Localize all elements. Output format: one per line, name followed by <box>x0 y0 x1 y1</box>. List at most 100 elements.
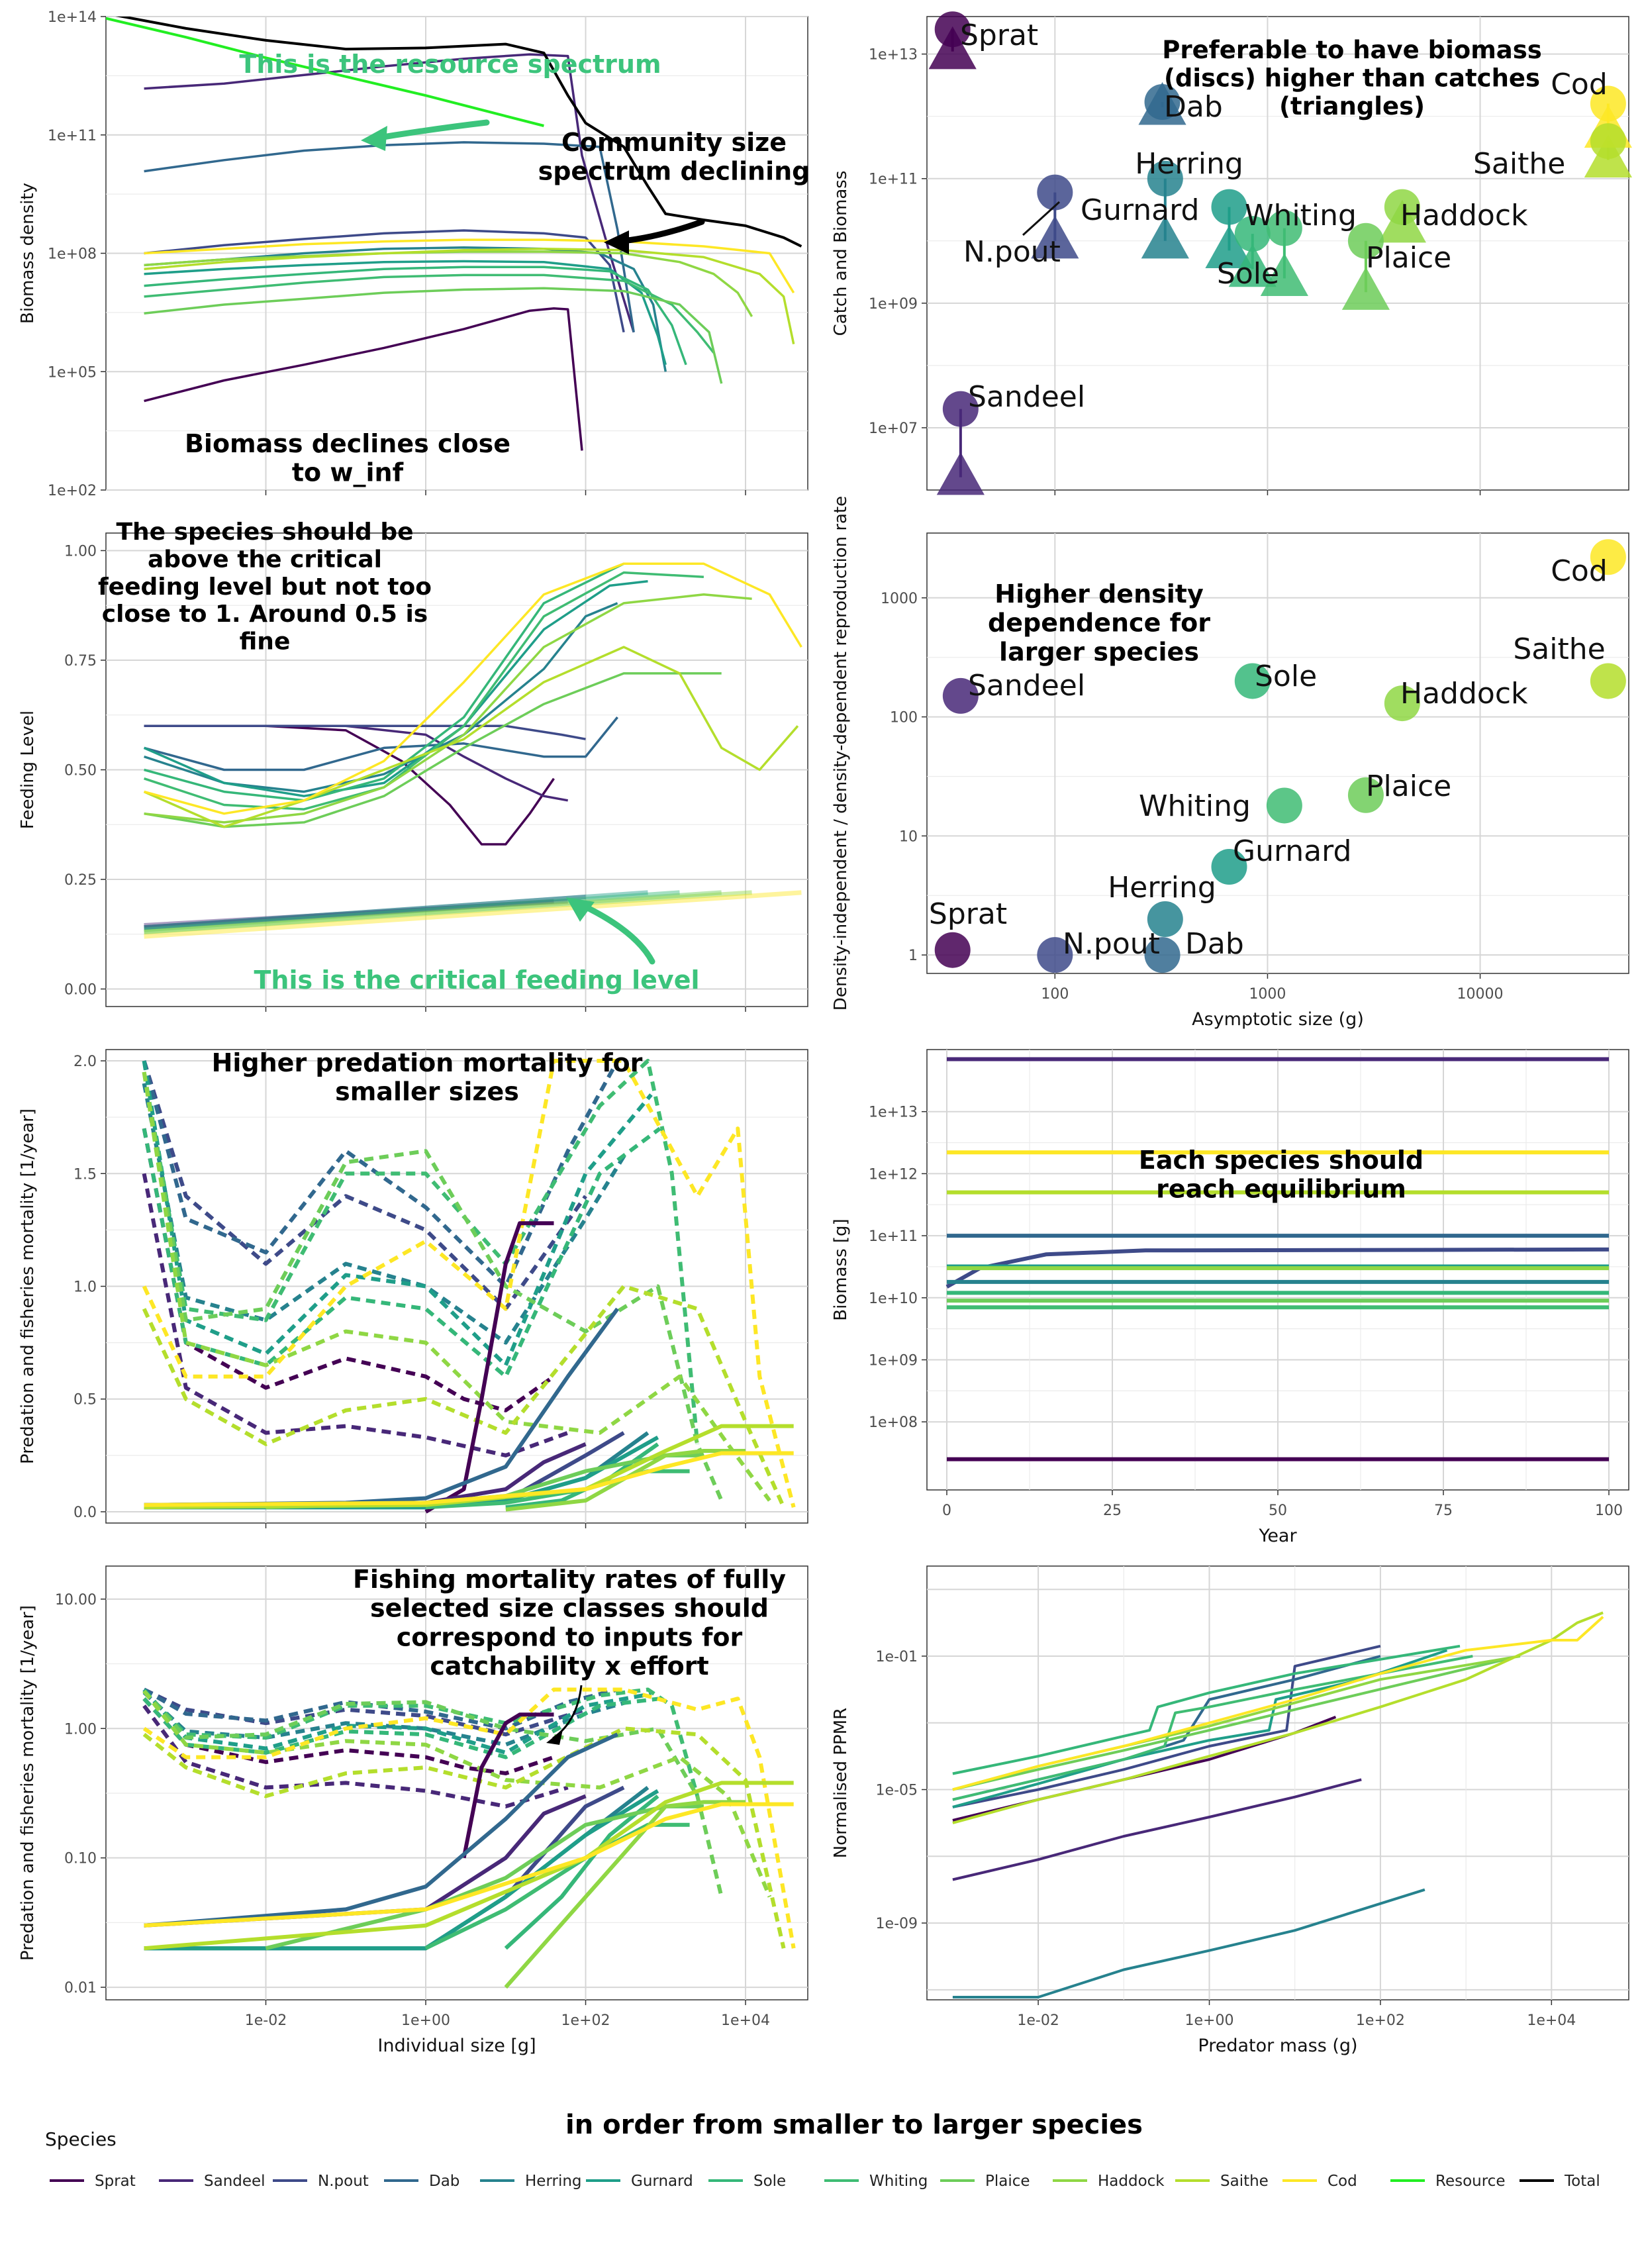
x-tick-label: 1e+04 <box>721 2012 770 2029</box>
annotation-line: Fishing mortality rates of fully <box>353 1565 786 1594</box>
series-line-whiting <box>144 273 715 354</box>
point-label-herring: Herring <box>1108 871 1216 905</box>
catch-triangle-npout <box>1031 215 1079 259</box>
y-tick-label: 1000 <box>881 591 918 607</box>
predation-line-plaice <box>142 1071 724 1502</box>
series-line-sole <box>144 266 687 366</box>
x-tick-label: 1e+00 <box>1185 2012 1234 2029</box>
x-tick-label: 10000 <box>1457 986 1504 1003</box>
point-sole <box>1234 663 1271 699</box>
ppmr-line-plaice <box>952 1657 1506 1791</box>
annotation-line: This is the resource spectrum <box>239 50 661 79</box>
x-axis-label: Individual size [g] <box>377 2036 536 2056</box>
annotation-line: correspond to inputs for <box>397 1622 743 1652</box>
point-label-sole: Sole <box>1255 660 1317 693</box>
y-tick-label: 0.00 <box>64 982 97 999</box>
y-tick-label: 1e+11 <box>869 1228 918 1245</box>
y-tick-label: 100 <box>890 710 918 726</box>
ppmr-line-sole <box>952 1644 1461 1775</box>
figure-caption: in order from smaller to larger species <box>565 2110 1143 2140</box>
annotation-line: reach equilibrium <box>1156 1175 1406 1204</box>
x-axis-label: Predator mass (g) <box>1198 2036 1357 2056</box>
series-line-resource <box>106 17 544 127</box>
series-line-gurnard <box>144 260 667 366</box>
y-axis-label: Biomass density <box>18 183 38 324</box>
annotation-line: smaller sizes <box>335 1077 519 1107</box>
annotation-density: Higher density dependence for larger speci… <box>988 579 1210 666</box>
legend-label-resource: Resource <box>1435 2173 1505 2190</box>
point-label-plaice: Plaice <box>1366 769 1451 803</box>
legend-label-sprat: Sprat <box>95 2173 136 2190</box>
series-line-cod <box>144 238 795 294</box>
annotation-feeding-target: The species should be above the critical f… <box>98 518 432 656</box>
x-tick-label: 1e+00 <box>401 2012 450 2029</box>
point-label-cod: Cod <box>1551 554 1608 588</box>
y-tick-label: 1e+10 <box>869 1291 918 1307</box>
series-layer <box>142 1059 796 1514</box>
catch-triangle-sandeel <box>936 452 985 495</box>
feeding-line-npout <box>144 724 586 740</box>
y-axis-label: Biomass [g] <box>831 1218 851 1320</box>
point-label-dab: Dab <box>1185 927 1244 961</box>
fishing-line-saithe <box>144 1424 794 1510</box>
annotation-line: spectrum declining <box>538 157 810 186</box>
series-line-saithe <box>144 247 795 344</box>
feeding-line-sole <box>144 562 680 802</box>
predation-line-npout <box>143 1687 587 1737</box>
predation-line-cod <box>142 1687 796 1949</box>
catch-triangle-whiting <box>1260 253 1308 297</box>
y-tick-label: 1.0 <box>73 1279 97 1296</box>
y-tick-label: 1e+09 <box>869 1353 918 1369</box>
legend-label-haddock: Haddock <box>1098 2173 1165 2190</box>
series-line-sandeel <box>144 53 635 333</box>
series-layer <box>142 1687 796 1989</box>
y-axis-label: Normalised PPMR <box>831 1708 851 1858</box>
arrow-critical-head <box>566 897 595 922</box>
y-tick-label: 1e+14 <box>48 9 97 26</box>
point-label-gurnard: Gurnard <box>1081 193 1199 227</box>
x-tick-label: 100 <box>1041 986 1069 1003</box>
annotation-line: Biomass declines close <box>185 429 510 458</box>
series-layer <box>952 1611 1604 1998</box>
annotation-line: to w_inf <box>292 458 404 487</box>
biomass-line-npout <box>945 1247 1610 1289</box>
catch-biomass-panel: 1e+07 1e+09 1e+11 1e+13 Catch and Biomass Spr… <box>831 11 1632 495</box>
annotation-line: Each species should <box>1139 1146 1424 1175</box>
x-tick-label: 1000 <box>1249 986 1286 1003</box>
legend-label-total: Total <box>1564 2173 1600 2190</box>
annotation-predation: Higher predation mortality for smaller si… <box>212 1048 643 1107</box>
point-label-sole: Sole <box>1217 257 1279 291</box>
y-tick-label: 1e-09 <box>876 1916 918 1932</box>
feeding-line-plaice <box>144 672 722 828</box>
label-leader <box>1022 201 1061 236</box>
biomass-disc-dab <box>1144 84 1181 121</box>
predation-line-dab <box>142 1060 620 1289</box>
annotation-line: fine <box>240 628 291 656</box>
feeding-line-saithe <box>143 646 799 828</box>
x-tick-label: 25 <box>1103 1503 1122 1519</box>
y-tick-label: 1e+09 <box>869 296 918 313</box>
biomass-disc-sole <box>1234 216 1271 252</box>
annotation-preferable: Preferable to have biomass (discs) higher… <box>1162 36 1542 121</box>
y-tick-label: 10.00 <box>55 1592 97 1608</box>
x-axis-label: Year <box>1258 1526 1297 1546</box>
annotation-line: (discs) higher than catches <box>1164 64 1540 93</box>
point-label-plaice: Plaice <box>1366 241 1451 275</box>
catch-triangle-plaice <box>1341 267 1390 310</box>
legend-label-saithe: Saithe <box>1220 2173 1269 2190</box>
y-axis-label: Predation and fisheries mortality [1/yea… <box>18 1109 38 1464</box>
annotation-fishing-inputs: Fishing mortality rates of fully selected… <box>353 1565 786 1681</box>
x-tick-label: 1e+02 <box>561 2012 610 2029</box>
point-label-herring: Herring <box>1135 147 1243 181</box>
predation-line-haddock <box>142 1071 771 1502</box>
feeding-line-cod <box>144 562 802 815</box>
point-herring <box>1147 901 1183 938</box>
mortality-linear-panel: 0.0 0.5 1.0 1.5 2.0 Predation and fisheries m… <box>18 1048 808 1528</box>
annotation-wiinf: Biomass declines close to w_inf <box>185 429 510 487</box>
fishing-line-saithe <box>144 1781 794 1951</box>
legend-label-herring: Herring <box>525 2173 582 2190</box>
critical-feeding-line <box>144 899 568 928</box>
legend-label-dab: Dab <box>429 2173 459 2190</box>
y-tick-label: 2.0 <box>73 1054 97 1070</box>
